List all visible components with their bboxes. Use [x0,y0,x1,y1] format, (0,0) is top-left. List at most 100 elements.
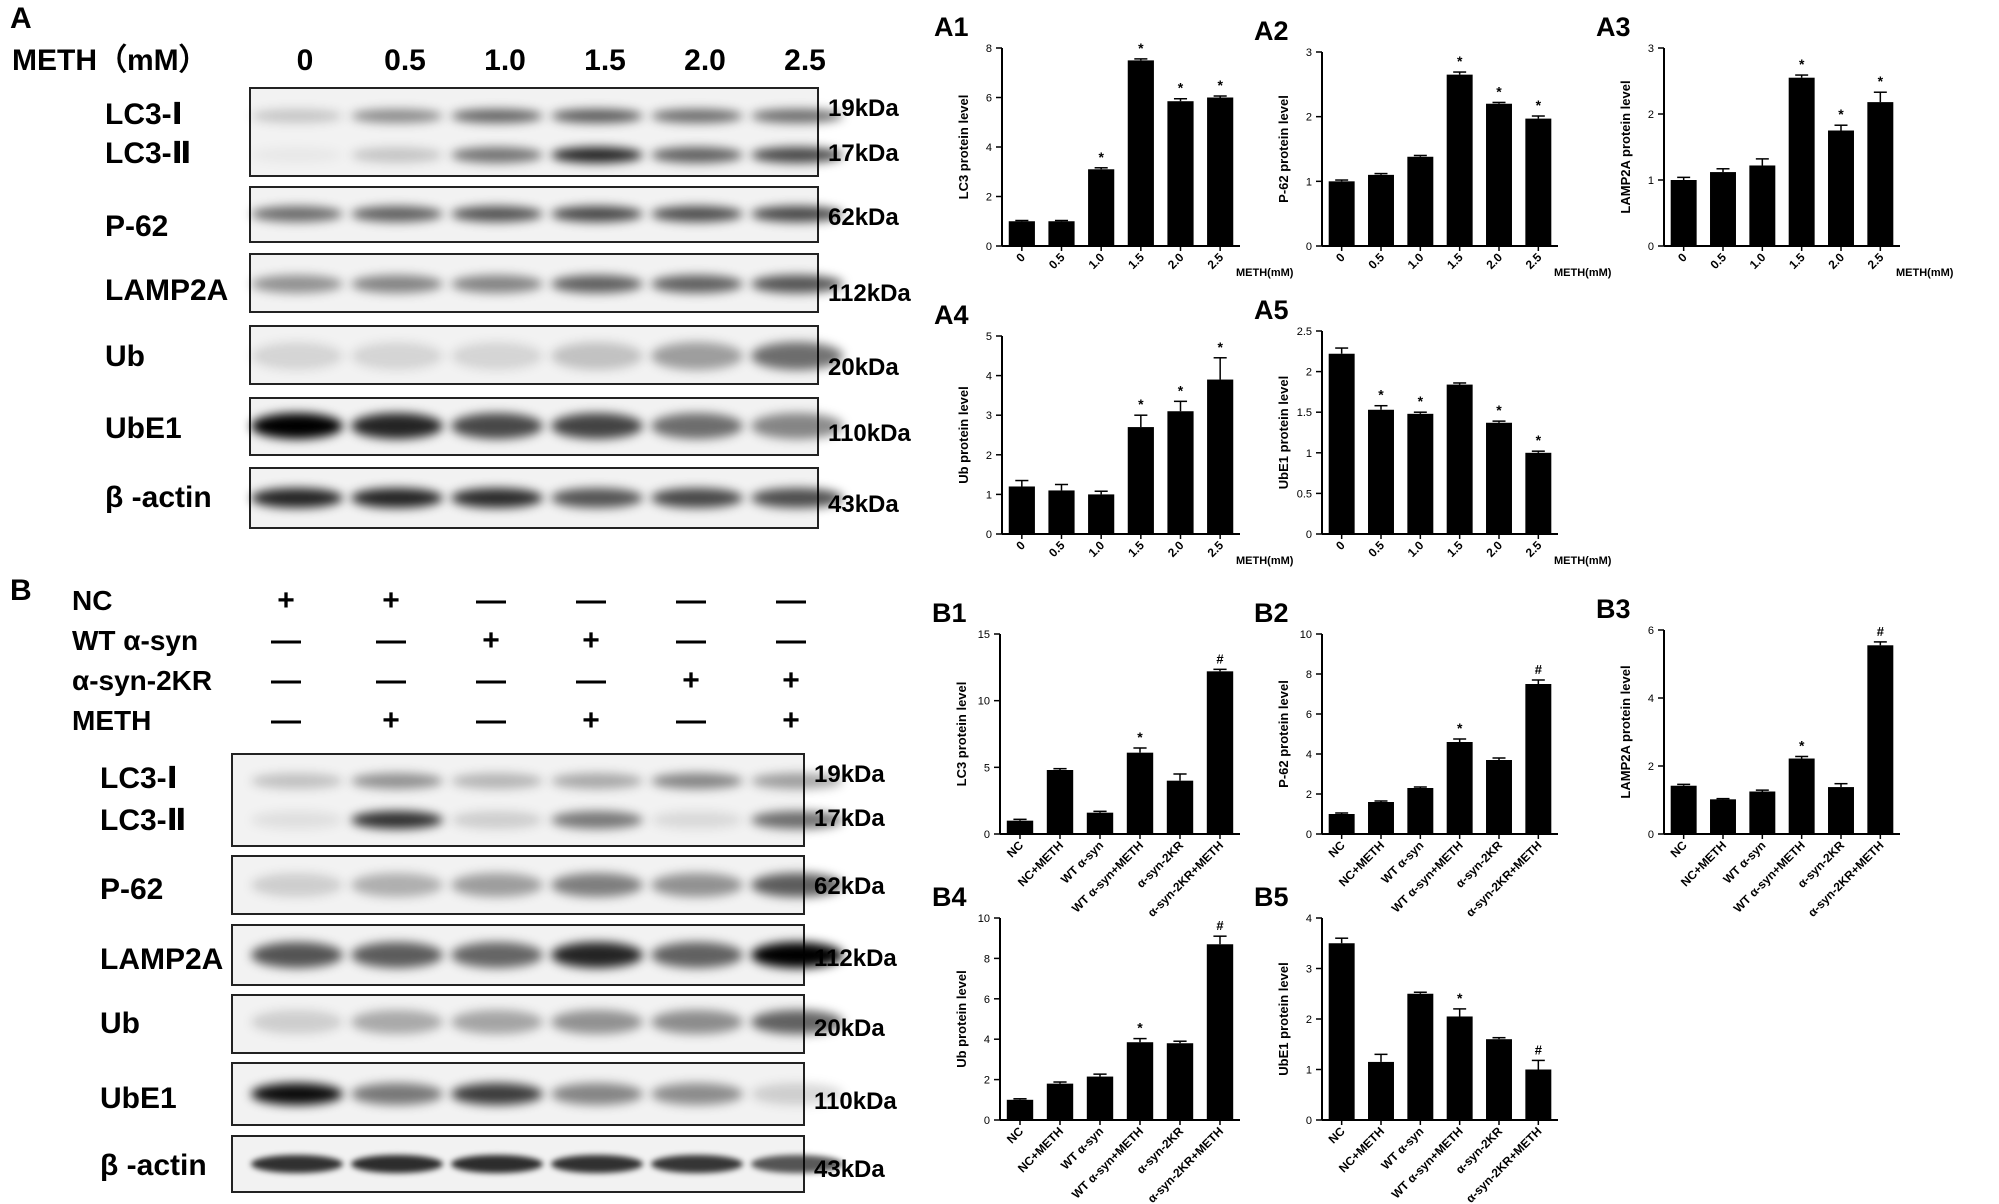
molecular-weight-label: 17kDa [814,805,885,832]
band-lane-1 [251,342,343,370]
band-lane-6 [751,275,843,293]
bar-wt-syn [1407,788,1434,834]
lane-concentration-2-5: 2.5 [784,44,826,77]
band-lane-3 [451,873,543,897]
significance-mark: * [1137,729,1143,745]
lane-concentration-1-0: 1.0 [484,44,526,77]
band-lane-5 [651,1155,743,1173]
band-lane-5 [651,773,743,789]
band-lane-4 [551,1083,643,1105]
bar-syn-2kr-meth [1206,944,1234,1120]
blot-row-label: P-62 [105,210,168,243]
condition-mark-lane-6: — [776,584,806,617]
bar-syn-2kr [1166,1043,1194,1120]
panel-tag: B3 [1596,594,1631,624]
chart-a3: A3 0 1 2 3 LAMP2A protein level 0 0.5 1.0 * 1.5 * 2.… [1596,12,1954,279]
significance-mark: * [1536,432,1542,448]
y-tick-label: 5 [984,762,990,774]
band-lane-3 [451,942,543,968]
y-axis-label: Ub protein level [954,970,969,1068]
band-lane-5 [651,1083,743,1105]
band-lane-6 [751,773,843,789]
x-tick-label: NC [1004,1124,1026,1146]
y-tick-label: 0 [1306,829,1312,841]
significance-mark: * [1496,83,1502,99]
band-lane-3 [451,342,543,370]
x-tick-label: NC [1004,838,1026,860]
band-lane-6 [751,811,843,829]
band-lane-6 [751,206,843,222]
bar-wt-syn [1086,1076,1114,1120]
bar-0 [1670,180,1697,246]
band-lane-5 [651,873,743,897]
y-tick-label: 8 [986,43,992,55]
bar-nc [1328,943,1355,1120]
x-tick-label: 0.5 [1365,250,1387,272]
band-lane-5 [651,413,743,439]
panel-b-blot-ub: Ub 20kDa [100,994,885,1054]
significance-mark: * [1496,402,1502,418]
y-tick-label: 2 [1306,789,1312,801]
significance-mark: * [1457,53,1463,69]
band-lane-2 [351,773,443,789]
band-lane-4 [551,942,643,968]
y-tick-label: 0 [1648,241,1654,253]
bar-charts: A1 0 2 4 6 8 LC3 protein level 0 0.5 * 1.0 * 1.5 * 2.0… [932,12,1954,1204]
panel-b-blot-lc3-lc3: LC3-Ⅰ LC3-Ⅱ 19kDa 17kDa [100,753,885,847]
band-lane-6 [751,873,843,897]
chart-a5: A5 0 0.5 1 1.5 2 2.5 UbE1 protein level 0 * 0.5 * 1.… [1254,295,1612,567]
y-tick-label: 6 [986,93,992,105]
significance-mark: # [1877,624,1885,639]
bar-1-5 [1127,427,1154,534]
bar-2-5 [1207,379,1234,534]
bar-2-0 [1167,101,1194,247]
x-tick-label: 0 [1013,250,1028,265]
bar-nc [1006,1099,1034,1120]
y-tick-label: 2 [1648,761,1654,773]
band-lane-4 [551,773,643,789]
meth-concentration-label: METH（mM） [12,43,209,77]
y-axis-label: UbE1 protein level [1276,962,1291,1075]
band-lane-4 [551,811,643,829]
y-tick-label: 0 [984,1115,990,1127]
band-lane-4 [551,488,643,508]
y-tick-label: 2 [1306,112,1312,124]
bar-2-0 [1486,422,1512,534]
y-tick-label: 0.5 [1297,488,1312,500]
blot-row-label: P-62 [100,873,163,906]
molecular-weight-label: 112kDa [828,280,911,307]
y-tick-label: 3 [1648,43,1654,55]
blot-row-label: LAMP2A [100,943,223,976]
bar-nc [1006,820,1034,834]
band-lane-2 [351,488,443,508]
significance-mark: # [1535,662,1543,677]
condition-mark-lane-1: — [271,664,301,697]
molecular-weight-label: 62kDa [814,873,885,900]
x-axis-label: METH(mM) [1896,267,1954,279]
significance-mark: # [1216,651,1224,666]
bar-0-5 [1048,490,1075,534]
y-tick-label: 4 [1306,749,1312,761]
y-tick-label: 2 [1648,109,1654,121]
bar-1-0 [1088,169,1115,246]
x-tick-label: α-syn-2KR+METH [1145,1124,1226,1204]
band-lane-5 [651,109,743,123]
panel-a-blot-p-62: P-62 62kDa [105,186,899,243]
bar-1-5 [1127,60,1154,246]
band-lane-5 [651,206,743,222]
lane-concentration-0: 0 [297,44,314,77]
y-tick-label: 4 [1648,693,1654,705]
bar-nc-meth [1368,802,1394,834]
significance-mark: * [1799,56,1805,72]
band-lane-4 [551,275,643,293]
band-lane-2 [351,275,443,293]
molecular-weight-label: 20kDa [814,1015,885,1042]
band-lane-3 [451,206,543,222]
bar-2-5 [1867,102,1894,247]
condition-mark-lane-6: — [776,624,806,657]
condition-mark-lane-2: + [382,704,400,737]
condition-label-nc: NC [72,585,112,616]
bar-0-5 [1368,409,1394,534]
